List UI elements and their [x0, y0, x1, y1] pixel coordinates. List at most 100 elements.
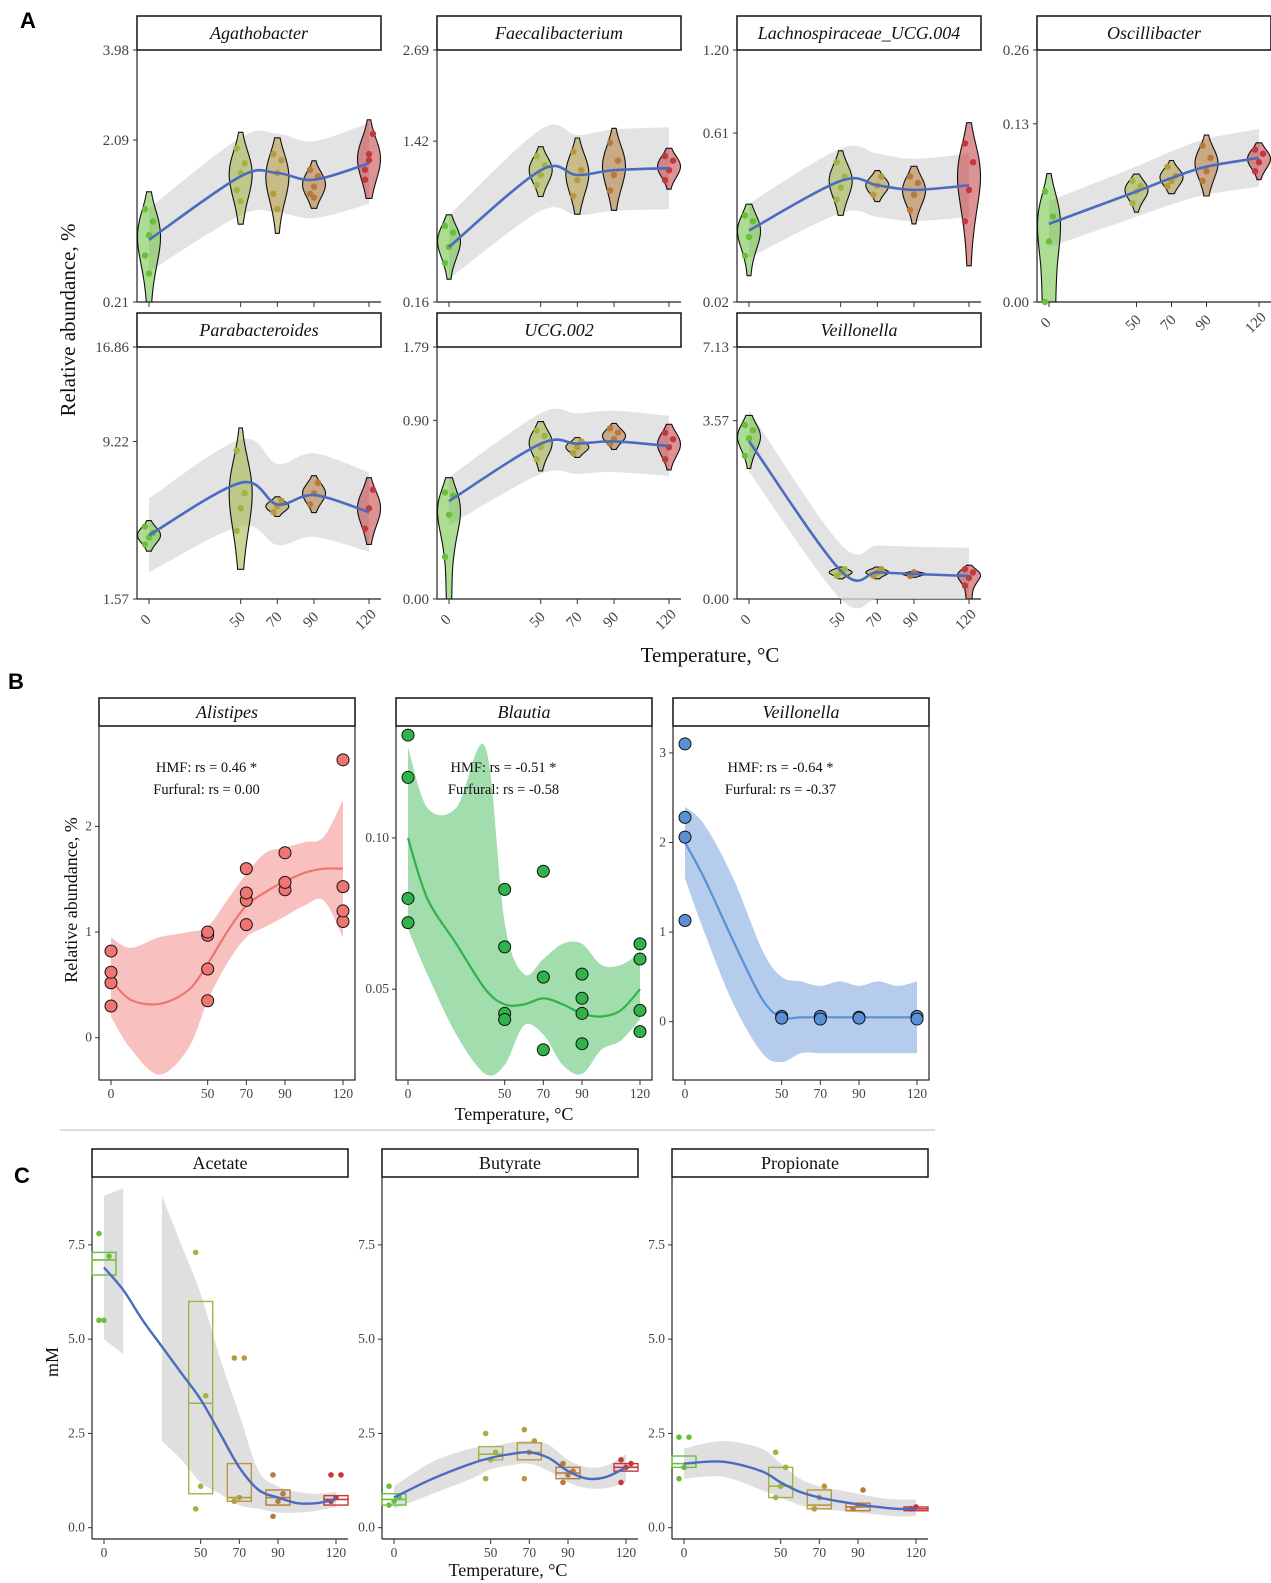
panel-c-acetate-x-tick-label: 50: [194, 1545, 208, 1560]
panel-a-lachnospiraceae-ucg-004-data-point: [910, 191, 918, 198]
panel-c-butyrate-data-point: [482, 1430, 489, 1437]
panel-a-ucg-002-data-point: [445, 511, 453, 518]
panel-b-blautia-data-point: [575, 967, 589, 981]
panel-a-veillonella-confidence-ribbon: [749, 410, 969, 609]
panel-a-oscillibacter-data-point: [1049, 213, 1057, 220]
panel-c-acetate-data-point: [270, 1472, 276, 1478]
panel-c-acetate-data-point: [231, 1498, 238, 1505]
panel-c-propionate-data-point: [850, 1506, 856, 1512]
panel-a-agathobacter-data-point: [310, 194, 318, 201]
panel-c-propionate-data-point: [676, 1434, 682, 1440]
panel-c-propionate-confidence-ribbon: [684, 1441, 916, 1517]
panel-a-parabacteroides-data-point: [241, 490, 248, 497]
panel-a-lachnospiraceae-ucg-004-smooth-line: [748, 176, 970, 232]
panel-a-agathobacter-data-point: [141, 252, 149, 259]
panel-a-lachnospiraceae-ucg-004-confidence-ribbon: [749, 145, 969, 258]
panel-a-agathobacter-data-point: [233, 186, 240, 194]
panel-a-veillonella-data-point: [961, 582, 969, 589]
panel-a-parabacteroides-data-point: [141, 523, 149, 530]
panel-b-alistipes-strip-label: Alistipes: [195, 702, 258, 722]
panel-c-acetate-confidence-ribbon: [104, 1188, 124, 1355]
panel-c-butyrate-x-tick-label: 50: [484, 1545, 498, 1560]
panel-c-propionate-data-point: [681, 1464, 687, 1471]
panel-b-blautia-correlation-annotation: Furfural: rs = -0.58: [448, 782, 559, 798]
panel-b-alistipes-data-point: [201, 962, 215, 976]
panel-b-alistipes-data-point: [278, 846, 292, 860]
panel-a-agathobacter-data-point: [310, 183, 318, 190]
panel-a-agathobacter-data-point: [149, 218, 157, 225]
panel-a-parabacteroides-y-tick-label: 16.86: [95, 340, 129, 356]
panel-b-blautia-data-point: [401, 770, 415, 784]
panel-a-agathobacter-data-point: [241, 160, 248, 167]
panel-a-faecalibacterium-data-point: [606, 139, 614, 147]
panel-b-blautia-strip-box: [395, 697, 653, 727]
panel-b-alistipes-data-point: [336, 753, 350, 767]
panel-b-alistipes-data-point: [336, 904, 350, 918]
panel-a-ucg-002-confidence-ribbon: [449, 408, 669, 526]
panel-a-veillonella-data-point: [741, 452, 749, 460]
panel-c-butyrate-x-tick-label: 0: [391, 1545, 398, 1560]
panel-a-faecalibacterium-data-point: [578, 166, 585, 174]
panel-a-faecalibacterium-data-point: [449, 229, 457, 236]
panel-a-x-axis-title: Temperature, °C: [641, 643, 780, 667]
panel-b-blautia-smooth-line: [406, 837, 641, 1018]
panel-a-oscillibacter-y-tick-label: 0.26: [1003, 43, 1030, 59]
panel-c-acetate-data-point: [231, 1355, 238, 1361]
panel-a-veillonella-x-tick-label: 50: [827, 609, 849, 631]
panel-a-veillonella-x-tick-label: 90: [900, 609, 922, 631]
panel-a-agathobacter-violin: [228, 131, 253, 225]
panel-b-alistipes-data-point: [104, 944, 118, 958]
panel-b-alistipes-x-tick-label: 70: [240, 1086, 254, 1101]
panel-a-veillonella-strip-label: Veillonella: [821, 320, 898, 340]
panel-a-parabacteroides-data-point: [237, 505, 244, 512]
panel-c-butyrate-strip-label: Butyrate: [479, 1153, 541, 1173]
panel-a-faecalibacterium-data-point: [533, 182, 540, 189]
panel-a-faecalibacterium-data-point: [669, 157, 677, 164]
panel-a-oscillibacter-smooth-line: [1048, 156, 1260, 226]
panel-a-faecalibacterium-data-point: [574, 176, 581, 184]
panel-b-veillonella-x-tick-label: 0: [682, 1086, 689, 1101]
panel-a-faecalibacterium-data-point: [537, 171, 544, 179]
panel-b-veillonella-smooth-line: [684, 841, 917, 1020]
panel-letter-b: B: [8, 669, 24, 694]
panel-a-oscillibacter-x-tick-label: 120: [1243, 310, 1270, 337]
panel-b-veillonella-data-point: [775, 1011, 789, 1025]
panel-a-parabacteroides-data-point: [314, 479, 322, 486]
panel-a-agathobacter-smooth-line: [148, 162, 370, 241]
panel-a-parabacteroides-data-point: [233, 447, 240, 454]
panel-a-agathobacter-data-point: [274, 205, 281, 213]
panel-a-oscillibacter-data-point: [1207, 154, 1214, 162]
panel-a-veillonella-data-point: [969, 569, 977, 576]
panel-a-ucg-002-data-point: [661, 456, 669, 463]
panel-a-parabacteroides-data-point: [233, 527, 240, 535]
panel-c-acetate-strip-label: Acetate: [193, 1153, 248, 1173]
panel-a-veillonella-data-point: [961, 565, 969, 573]
panel-a-ucg-002-data-point: [570, 449, 577, 457]
panel-c-acetate-y-tick-label: 7.5: [68, 1237, 85, 1252]
panel-c-propionate-data-point: [860, 1487, 866, 1493]
panel-a-oscillibacter-data-point: [1251, 168, 1259, 175]
panel-b-veillonella-correlation-annotation: Furfural: rs = -0.37: [725, 782, 836, 798]
panel-c-butyrate-data-point: [521, 1475, 528, 1482]
panel-a-lachnospiraceae-ucg-004-strip-box: [736, 15, 982, 51]
panel-a-ucg-002-x-tick-label: 50: [527, 609, 549, 631]
panel-a-parabacteroides-data-point: [361, 525, 369, 532]
panel-a-oscillibacter-data-point: [1164, 163, 1171, 170]
panel-b-blautia-data-point: [575, 991, 589, 1005]
panel-a-oscillibacter: Oscillibacter 0.26 0.13 0.00 0 50 70 90 120: [1003, 15, 1271, 337]
panel-c-acetate-y-tick-label: 0.0: [68, 1520, 85, 1535]
panel-a-faecalibacterium-strip-label: Faecalibacterium: [494, 23, 623, 43]
panel-b-veillonella-data-point: [813, 1012, 827, 1026]
panel-a-oscillibacter-data-point: [1199, 177, 1206, 185]
panel-a-ucg-002-data-point: [533, 456, 540, 463]
panel-b-veillonella: Veillonella 0 1 2 3 HMF: rs = -0.64 * Furfural…: [659, 697, 930, 1101]
panel-a-veillonella-x-tick-label: 120: [953, 607, 980, 634]
panel-b-alistipes-x-tick-label: 120: [333, 1086, 354, 1101]
panel-a-faecalibacterium-y-tick-label: 2.69: [403, 43, 429, 59]
panel-a-agathobacter-data-point: [270, 150, 277, 158]
panel-c-acetate-x-tick-label: 0: [101, 1545, 108, 1560]
panel-a-oscillibacter-confidence-ribbon: [1049, 129, 1259, 248]
panel-b-veillonella-data-point: [910, 1012, 924, 1026]
